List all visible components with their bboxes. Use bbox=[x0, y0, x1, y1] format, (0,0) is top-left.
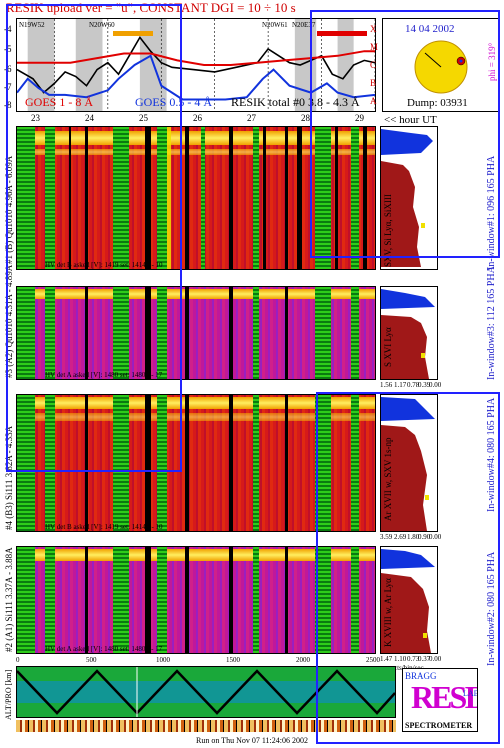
spectral-line-band bbox=[17, 289, 375, 299]
selection-frame-left bbox=[6, 4, 182, 472]
selection-frame-bottom bbox=[316, 392, 500, 744]
channel-1-spectrum: SXV, Si Lyα, SiXIII bbox=[380, 126, 438, 270]
flare-label-4: N20E37 bbox=[292, 21, 316, 29]
observation-date: 14 04 2002 bbox=[405, 23, 455, 35]
channel-2-spectrum: K XVIII w, Ar Lyα bbox=[380, 546, 438, 654]
channel-1-spectrogram: HV det B asked [V]: 1419 set: 1414 +- 10 bbox=[16, 126, 376, 270]
spectral-line-band bbox=[17, 149, 375, 155]
spectrum-tick: 1.47 bbox=[380, 655, 393, 663]
lc-x-tick: 26 bbox=[193, 113, 202, 123]
spectrum-tick: 1.17 bbox=[394, 381, 407, 389]
orbit-x-tick: 2000 bbox=[296, 656, 310, 664]
resik-total-label: RESIK total #0 3.8 - 4.3 Å bbox=[231, 95, 360, 109]
channel-2-spectrum-plot bbox=[381, 549, 435, 653]
spectrum-tick: 0.37 bbox=[418, 655, 431, 663]
run-timestamp: Run on Thu Nov 07 11:24:06 2002 bbox=[195, 736, 308, 745]
lc-x-tick: 25 bbox=[139, 113, 148, 123]
orbit-x-tick: 500 bbox=[86, 656, 97, 664]
flare-label-3: N20W61 bbox=[262, 21, 288, 29]
spectrum-tick: 0.00 bbox=[429, 533, 442, 541]
orbit-x-ticks: 0 500 1000 1500 2000 2500 bbox=[16, 656, 396, 666]
lc-x-tick: 28 bbox=[301, 113, 310, 123]
goes-long-label: GOES 0.5 - 4 Å bbox=[135, 95, 212, 109]
orbit-x-tick: 1500 bbox=[226, 656, 240, 664]
series-line-2 bbox=[17, 54, 375, 101]
orbit-x-tick: 0 bbox=[16, 656, 20, 664]
flare-label-2: N20W60 bbox=[89, 21, 115, 29]
orbit-x-tick: 2500 bbox=[366, 656, 380, 664]
flare-bar-red bbox=[317, 31, 367, 36]
channel-2-label: #2 (A1) Si111 3.37A - 3.88A bbox=[4, 547, 14, 652]
sun-position-panel: 14 04 2002 phi = 319° Dump: 03931 bbox=[382, 18, 500, 112]
lc-x-tick: 23 bbox=[31, 113, 40, 123]
orbit-colorbar bbox=[16, 720, 396, 732]
logo-subtitle: SPECTROMETER bbox=[405, 721, 473, 730]
resik-logo: BRAGG RESIK LAB SPECTROMETER bbox=[402, 668, 478, 732]
channel-3-spectrum: S XVI Lyα bbox=[380, 286, 438, 380]
hour-ut-label: << hour UT bbox=[384, 114, 437, 126]
goes-class-scale: X M C B A bbox=[370, 20, 380, 112]
channel-4-spectrum-ticks: 3.59 2.69 1.80 0.90 0.00 bbox=[380, 533, 442, 543]
channel-2-hv: HV det A asked [V]: 1480 set: 1480 +- 17 bbox=[45, 645, 163, 653]
series-line-3 bbox=[17, 50, 375, 66]
channel-3-window: In-window#3: 112 165 PHA bbox=[486, 266, 497, 380]
channel-3-spectrum-ticks: 1.56 1.17 0.78 0.39 0.00 bbox=[380, 381, 442, 391]
goes-lightcurve-panel: N19W52 N20W60 N20W61 N20E37 GOES 1 - 8 Å… bbox=[16, 18, 376, 112]
goes-class-letter: C bbox=[370, 60, 377, 70]
channel-1-hv: HV det B asked [V]: 1419 set: 1414 +- 10 bbox=[45, 261, 163, 269]
channel-3-spectrum-plot bbox=[381, 289, 435, 379]
spectrum-tick: 2.69 bbox=[394, 533, 407, 541]
series-line-1 bbox=[17, 35, 375, 94]
dump-number: Dump: 03931 bbox=[407, 97, 468, 109]
goes-class-letter: M bbox=[370, 42, 379, 52]
spectrum-tick: 0.90 bbox=[418, 533, 431, 541]
spectrum-tick: 1.80 bbox=[407, 533, 420, 541]
page-title: RESIK upload ver = "u", CONSTANT DGI = 1… bbox=[6, 0, 296, 15]
channel-4-hv: HV det B asked [V]: 1419 set: 1414 +- 10 bbox=[45, 523, 163, 531]
spectrum-tick: 0.39 bbox=[418, 381, 431, 389]
orbit-panel bbox=[16, 666, 396, 718]
spectrum-tick: 0.78 bbox=[407, 381, 420, 389]
lc-x-tick: 27 bbox=[247, 113, 256, 123]
flare-bar bbox=[113, 31, 153, 36]
lc-x-tick: 29 bbox=[355, 113, 364, 123]
spectral-line-band bbox=[17, 413, 375, 421]
spectrum-tick: 3.59 bbox=[380, 533, 393, 541]
channel-4-spectrum-plot bbox=[381, 397, 435, 531]
goes-class-letter: X bbox=[370, 24, 377, 34]
channel-1-spectrum-plot bbox=[381, 129, 433, 267]
selection-frame-right bbox=[310, 10, 500, 258]
sun-disk bbox=[414, 40, 468, 94]
night-shading bbox=[337, 19, 354, 111]
logo-corner: BRAGG bbox=[405, 671, 437, 681]
channel-3-spectrum-label: S XVI Lyα bbox=[383, 327, 393, 367]
channel-3-hv: HV det A asked [V]: 1480 set: 1480 +- 17 bbox=[45, 371, 163, 379]
orbit-x-tick: 1000 bbox=[156, 656, 170, 664]
spectrum-tick: 0.00 bbox=[429, 381, 442, 389]
lc-x-ticks: 23 24 25 26 27 28 29 bbox=[16, 113, 376, 125]
flare-label-1: N19W52 bbox=[19, 21, 45, 29]
channel-4-spectrum: Ar XVII w, SXV 1s-np bbox=[380, 394, 438, 532]
lc-x-tick: 24 bbox=[85, 113, 94, 123]
spectrum-tick: 0.00 bbox=[429, 655, 442, 663]
goes-short-label: GOES 1 - 8 Å bbox=[25, 95, 93, 109]
orbit-label: ALT/PRO [km] bbox=[4, 669, 13, 720]
orbit-altitude-plot bbox=[17, 667, 395, 717]
spectrum-tick: 0.73 bbox=[407, 655, 420, 663]
goes-class-letter: A bbox=[370, 96, 377, 106]
channel-3-spectrogram: HV det A asked [V]: 1480 set: 1480 +- 17 bbox=[16, 286, 376, 380]
logo-letters: RESIK bbox=[411, 679, 477, 715]
spectrum-tick: 1.56 bbox=[380, 381, 393, 389]
spectrum-tick: 1.10 bbox=[394, 655, 407, 663]
logo-small: LAB bbox=[463, 689, 478, 698]
goes-class-letter: B bbox=[370, 78, 377, 88]
